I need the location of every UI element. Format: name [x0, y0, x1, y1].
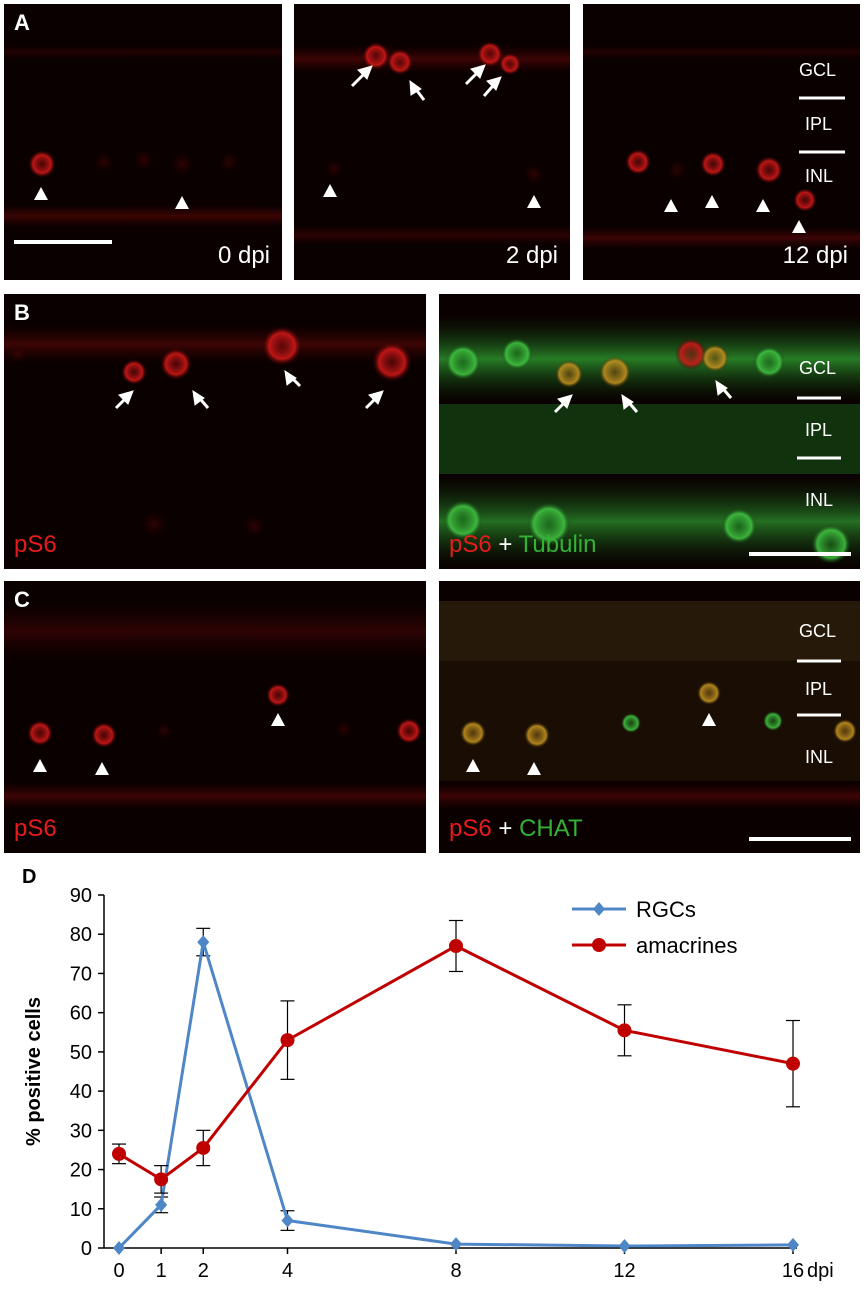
amacrines-point-8: [449, 938, 463, 953]
amacrines-point-16: [786, 1056, 800, 1071]
panel-d-label: D: [22, 866, 37, 888]
stain-plus-c: +: [498, 815, 513, 842]
amacrines-point-0: [112, 1146, 126, 1161]
y-tick-label-40: 40: [70, 1081, 92, 1103]
micrograph-c-merge-cells: [439, 601, 860, 811]
rgcs-point-8: [450, 1237, 462, 1252]
y-axis-label: % positive cells: [23, 997, 45, 1146]
micrograph-a-12dpi: GCL IPL INL 12 dpi: [583, 4, 860, 280]
amacrines-point-1: [154, 1172, 169, 1187]
layer-label-ipl-a: IPL: [805, 114, 833, 134]
micrograph-b-ps6: B pS6: [4, 294, 426, 569]
stain-ps6-c: pS6: [449, 815, 492, 842]
stain-tubulin: Tubulin: [518, 531, 597, 558]
stain-label-c-ps6: pS6: [14, 815, 57, 842]
x-tick-label-16: 16: [782, 1260, 804, 1282]
micrograph-a-2dpi: 2 dpi: [294, 4, 570, 280]
scale-bar-c: [749, 837, 851, 841]
stain-ps6-b: pS6: [449, 531, 492, 558]
y-tick-label-90: 90: [70, 885, 92, 907]
layer-label-inl-c: INL: [805, 747, 834, 767]
x-tick-label-2: 2: [198, 1260, 209, 1282]
stain-chat: CHAT: [519, 815, 583, 842]
layer-label-inl-a: INL: [805, 166, 834, 186]
time-label-2dpi: 2 dpi: [505, 242, 558, 269]
micrograph-b-merge-cells: [439, 314, 860, 569]
micrograph-a-2dpi-cells: [294, 41, 570, 246]
micrograph-c-ps6-chat: GCL IPL INL pS6 + CHAT: [439, 581, 860, 853]
panel-c-label: C: [14, 587, 30, 612]
x-tick-label-4: 4: [282, 1260, 293, 1282]
amacrines-point-2: [196, 1140, 211, 1155]
stain-plus-b: +: [498, 531, 513, 558]
micrograph-c-ps6: C pS6: [4, 581, 426, 853]
rgcs-series-line: [117, 941, 794, 1250]
y-tick-label-30: 30: [70, 1120, 92, 1142]
layer-label-gcl-c: GCL: [799, 621, 837, 641]
panel-b-label: B: [14, 300, 30, 325]
amacrines-point-4: [280, 1033, 295, 1048]
scale-bar-b: [749, 552, 851, 556]
y-tick-label-80: 80: [70, 924, 92, 946]
micrograph-b-ps6-cells: [4, 324, 426, 538]
x-tick-label-1: 1: [156, 1260, 167, 1282]
layer-label-gcl-b: GCL: [799, 358, 837, 378]
legend-marker-rgcs: [593, 902, 605, 916]
layer-label-ipl-b: IPL: [805, 420, 833, 440]
amacrines-point-12: [617, 1023, 632, 1038]
time-label-0dpi: 0 dpi: [217, 242, 270, 269]
micrograph-b-ps6-tubulin: GCL IPL INL pS6 + Tubulin: [439, 294, 860, 569]
rgcs-point-16: [787, 1237, 799, 1252]
scale-bar-a: [14, 240, 112, 244]
y-tick-label-70: 70: [70, 963, 92, 985]
rgcs-point-4: [281, 1213, 294, 1228]
rgcs-point-12: [618, 1239, 631, 1254]
micrograph-c-ps6-cells: [4, 601, 426, 811]
rgcs-point-0: [113, 1241, 125, 1255]
y-tick-label-10: 10: [70, 1199, 92, 1221]
legend-label-rgcs: RGCs: [636, 897, 696, 922]
stain-label-c-merge: pS6 + CHAT: [449, 815, 583, 843]
x-axis-label: dpi: [807, 1260, 834, 1282]
time-label-12dpi: 12 dpi: [782, 242, 848, 269]
micrograph-a-0dpi-cells: [4, 44, 282, 228]
legend-label-amacrines: amacrines: [636, 933, 737, 958]
micrograph-a-12dpi-cells: [583, 44, 860, 250]
stain-label-b-merge: pS6 + Tubulin: [449, 531, 596, 559]
layer-label-gcl-a: GCL: [799, 60, 837, 80]
layer-label-inl-b: INL: [805, 490, 834, 510]
amacrines-series-line: [118, 944, 794, 1182]
y-tick-label-0: 0: [81, 1238, 92, 1260]
stain-label-b-ps6: pS6: [14, 531, 57, 558]
y-tick-label-60: 60: [70, 1003, 92, 1025]
micrograph-a-0dpi: A 0 dpi: [4, 4, 282, 280]
panel-a-label: A: [14, 10, 30, 35]
x-tick-label-12: 12: [613, 1260, 635, 1282]
x-tick-label-0: 0: [113, 1260, 124, 1282]
y-tick-label-20: 20: [70, 1160, 92, 1182]
x-tick-label-8: 8: [450, 1260, 461, 1282]
rgcs-point-1: [155, 1197, 168, 1212]
rgcs-point-2: [197, 935, 210, 950]
layer-label-ipl-c: IPL: [805, 679, 833, 699]
legend-marker-amacrines: [592, 938, 606, 952]
y-tick-label-50: 50: [70, 1042, 92, 1064]
